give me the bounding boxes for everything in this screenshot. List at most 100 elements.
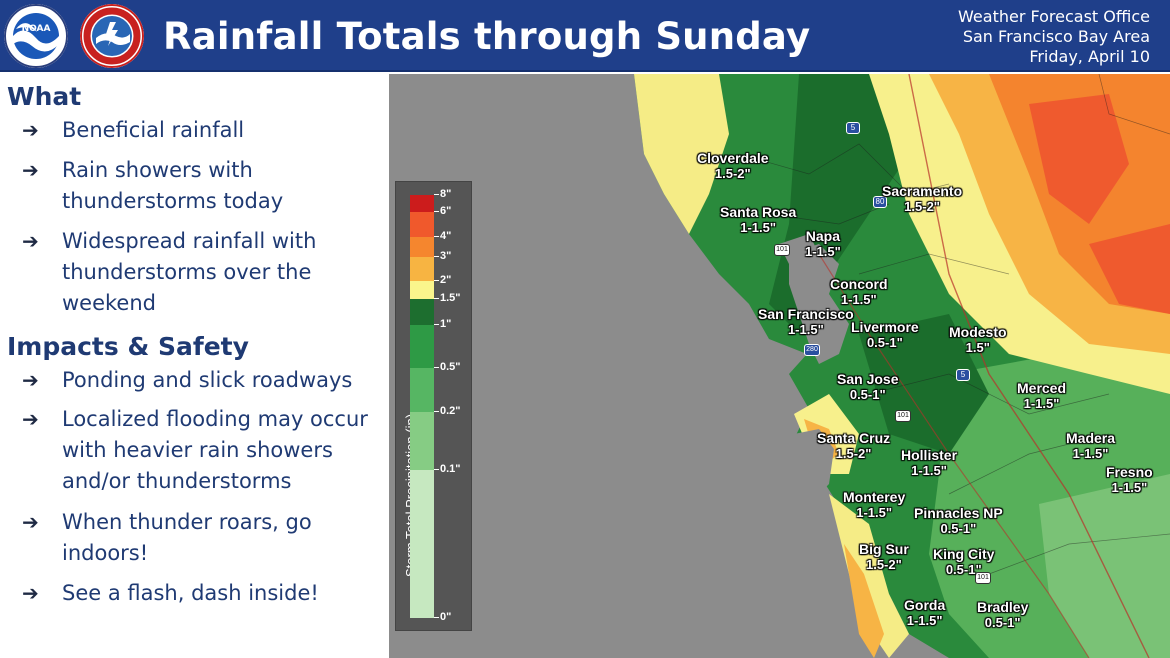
highway-shield-icon: 101 [774,244,790,256]
office-name: Weather Forecast Office [958,7,1150,26]
page-title: Rainfall Totals through Sunday [163,15,811,58]
highway-shield-icon: 101 [975,572,991,584]
rainfall-map: 5 80 101 280 5 101 101 Cloverdale 1.5-2" … [389,74,1170,658]
legend-tick: 0.2" [434,405,470,418]
legend-tick-label: 6" [440,205,452,217]
highway-shield-icon: 80 [873,196,887,208]
legend-tick: 4" [434,230,470,243]
legend-tick-label: 1" [440,318,452,330]
legend-tick-label: 0" [440,611,452,623]
impacts-bullet: ➔ Ponding and slick roadways [22,365,382,396]
highway-shield-icon: 280 [804,344,820,356]
legend-tick: 8" [434,188,470,201]
city-label-fresno: Fresno 1-1.5" [1106,464,1153,496]
arrow-icon: ➔ [22,581,39,605]
bullet-text: See a flash, dash inside! [62,581,319,605]
office-info: Weather Forecast Office San Francisco Ba… [958,7,1150,67]
svg-text:NOAA: NOAA [22,24,51,34]
bullet-text: When thunder roars, go indoors! [62,510,312,565]
legend-tick-mark [434,298,439,299]
city-label-napa: Napa 1-1.5" [805,228,841,260]
arrow-icon: ➔ [22,229,39,253]
legend-swatch [410,237,434,257]
city-label-concord: Concord 1-1.5" [830,276,888,308]
city-label-pinnacles: Pinnacles NP 0.5-1" [914,505,1003,537]
legend-tick-label: 0.2" [440,405,461,417]
legend-tick-mark [434,469,439,470]
legend-swatch [410,281,434,299]
legend-tick: 3" [434,250,470,263]
legend-tick-mark [434,324,439,325]
what-bullet: ➔ Rain showers with thunderstorms today [22,155,302,217]
what-bullet: ➔ Beneficial rainfall [22,115,382,146]
city-label-gorda: Gorda 1-1.5" [904,597,946,629]
city-label-king-city: King City 0.5-1" [933,546,995,578]
legend-swatch [410,299,434,325]
city-label-big-sur: Big Sur 1.5-2" [859,541,909,573]
nws-logo [80,4,144,68]
what-bullet: ➔ Widespread rainfall with thunderstorms… [22,226,322,319]
city-label-livermore: Livermore 0.5-1" [851,319,919,351]
city-label-bradley: Bradley 0.5-1" [977,599,1029,631]
impacts-heading: Impacts & Safety [7,332,249,361]
legend-tick-mark [434,211,439,212]
precipitation-legend: Storm Total Precipitation (in) 8"6"4"3"2… [395,181,472,631]
city-label-santa-cruz: Santa Cruz 1.5-2" [817,430,891,462]
city-label-sacramento: Sacramento 1.5-2" [882,183,963,215]
legend-tick-mark [434,617,439,618]
office-area: San Francisco Bay Area [962,27,1150,46]
noaa-logo: NOAA [4,4,68,68]
city-label-santa-rosa: Santa Rosa 1-1.5" [720,204,797,236]
legend-tick: 1" [434,318,470,331]
legend-swatch [410,257,434,281]
info-panel: What ➔ Beneficial rainfall ➔ Rain shower… [0,74,388,658]
legend-tick: 0" [434,611,470,624]
impacts-bullet: ➔ When thunder roars, go indoors! [22,507,322,569]
what-heading: What [7,82,82,111]
arrow-icon: ➔ [22,368,39,392]
bullet-text: Widespread rainfall with thunderstorms o… [62,229,317,315]
city-label-modesto: Modesto 1.5" [949,324,1007,356]
legend-tick-label: 1.5" [440,292,461,304]
legend-tick-label: 8" [440,188,452,200]
legend-tick: 2" [434,274,470,287]
highway-shield-icon: 5 [846,122,860,134]
legend-tick-mark [434,411,439,412]
legend-swatch [410,325,434,368]
legend-tick-mark [434,194,439,195]
legend-tick-label: 3" [440,250,452,262]
city-label-monterey: Monterey 1-1.5" [843,489,906,521]
city-label-madera: Madera 1-1.5" [1066,430,1116,462]
legend-color-bar [410,195,434,618]
legend-tick-mark [434,280,439,281]
legend-swatch [410,195,434,212]
legend-tick: 6" [434,205,470,218]
arrow-icon: ➔ [22,118,39,142]
header-bar: NOAA Rainfall Totals through Sunday Weat… [0,0,1170,72]
bullet-text: Beneficial rainfall [62,118,245,142]
impacts-bullet: ➔ Localized flooding may occur with heav… [22,404,384,497]
legend-tick: 0.1" [434,463,470,476]
city-label-san-francisco: San Francisco 1-1.5" [758,306,854,338]
legend-tick: 0.5" [434,361,470,374]
city-label-cloverdale: Cloverdale 1.5-2" [697,150,769,182]
legend-tick-label: 4" [440,230,452,242]
city-label-hollister: Hollister 1-1.5" [901,447,958,479]
forecast-date: Friday, April 10 [1029,47,1150,66]
legend-tick-label: 2" [440,274,452,286]
highway-shield-icon: 101 [895,410,911,422]
bullet-text: Rain showers with thunderstorms today [62,158,284,213]
city-label-san-jose: San Jose 0.5-1" [837,371,899,403]
legend-tick-mark [434,256,439,257]
legend-tick-mark [434,236,439,237]
arrow-icon: ➔ [22,407,39,431]
legend-swatch [410,412,434,470]
legend-swatch [410,470,434,618]
impacts-bullet: ➔ See a flash, dash inside! [22,578,382,609]
arrow-icon: ➔ [22,510,39,534]
city-label-merced: Merced 1-1.5" [1017,380,1067,412]
highway-shield-icon: 5 [956,369,970,381]
legend-tick-mark [434,367,439,368]
arrow-icon: ➔ [22,158,39,182]
legend-swatch [410,368,434,412]
